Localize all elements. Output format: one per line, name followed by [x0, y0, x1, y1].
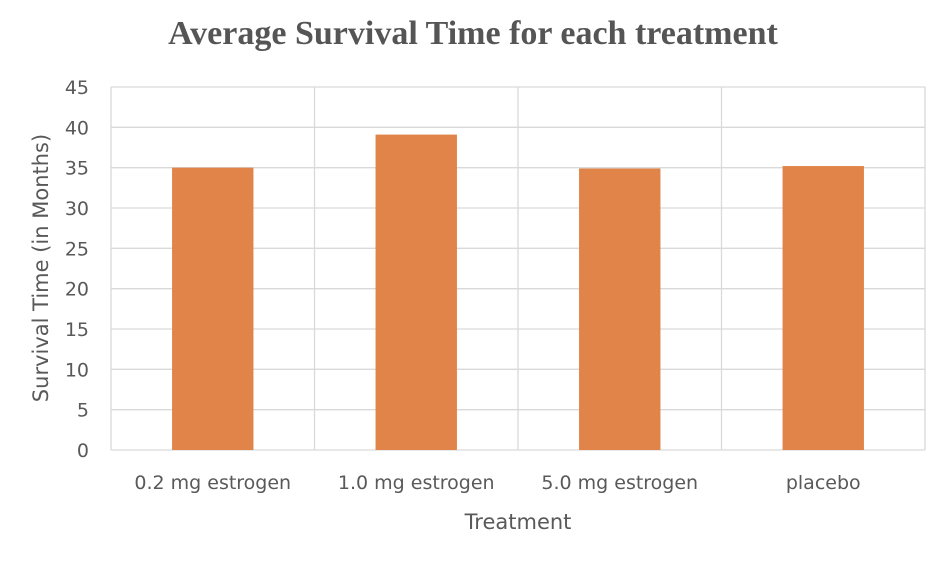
y-tick-label: 45	[65, 77, 89, 99]
y-tick-label: 15	[65, 319, 89, 341]
chart-title: Average Survival Time for each treatment	[168, 15, 778, 52]
x-tick-label: 1.0 mg estrogen	[338, 472, 495, 494]
x-tick-label: 0.2 mg estrogen	[134, 472, 291, 494]
bar	[375, 134, 457, 451]
bars	[172, 134, 864, 451]
y-tick-label: 25	[65, 238, 89, 260]
bar	[172, 167, 254, 450]
y-tick-label: 5	[77, 400, 89, 422]
x-tick-label: 5.0 mg estrogen	[541, 472, 698, 494]
y-axis-label: Survival Time (in Months)	[29, 134, 53, 402]
x-tick-label: placebo	[786, 472, 861, 494]
bar	[782, 166, 864, 450]
x-tick-labels: 0.2 mg estrogen 1.0 mg estrogen 5.0 mg est…	[134, 472, 860, 494]
y-tick-label: 35	[65, 158, 89, 180]
y-tick-labels: 0 5 10 15 20 25 30 35 40 45	[65, 77, 89, 462]
bar	[579, 168, 661, 450]
y-tick-label: 20	[65, 279, 89, 301]
y-tick-label: 30	[65, 198, 89, 220]
y-tick-label: 0	[77, 440, 89, 462]
y-tick-label: 40	[65, 117, 89, 139]
y-tick-label: 10	[65, 359, 89, 381]
x-axis-label: Treatment	[464, 510, 572, 534]
